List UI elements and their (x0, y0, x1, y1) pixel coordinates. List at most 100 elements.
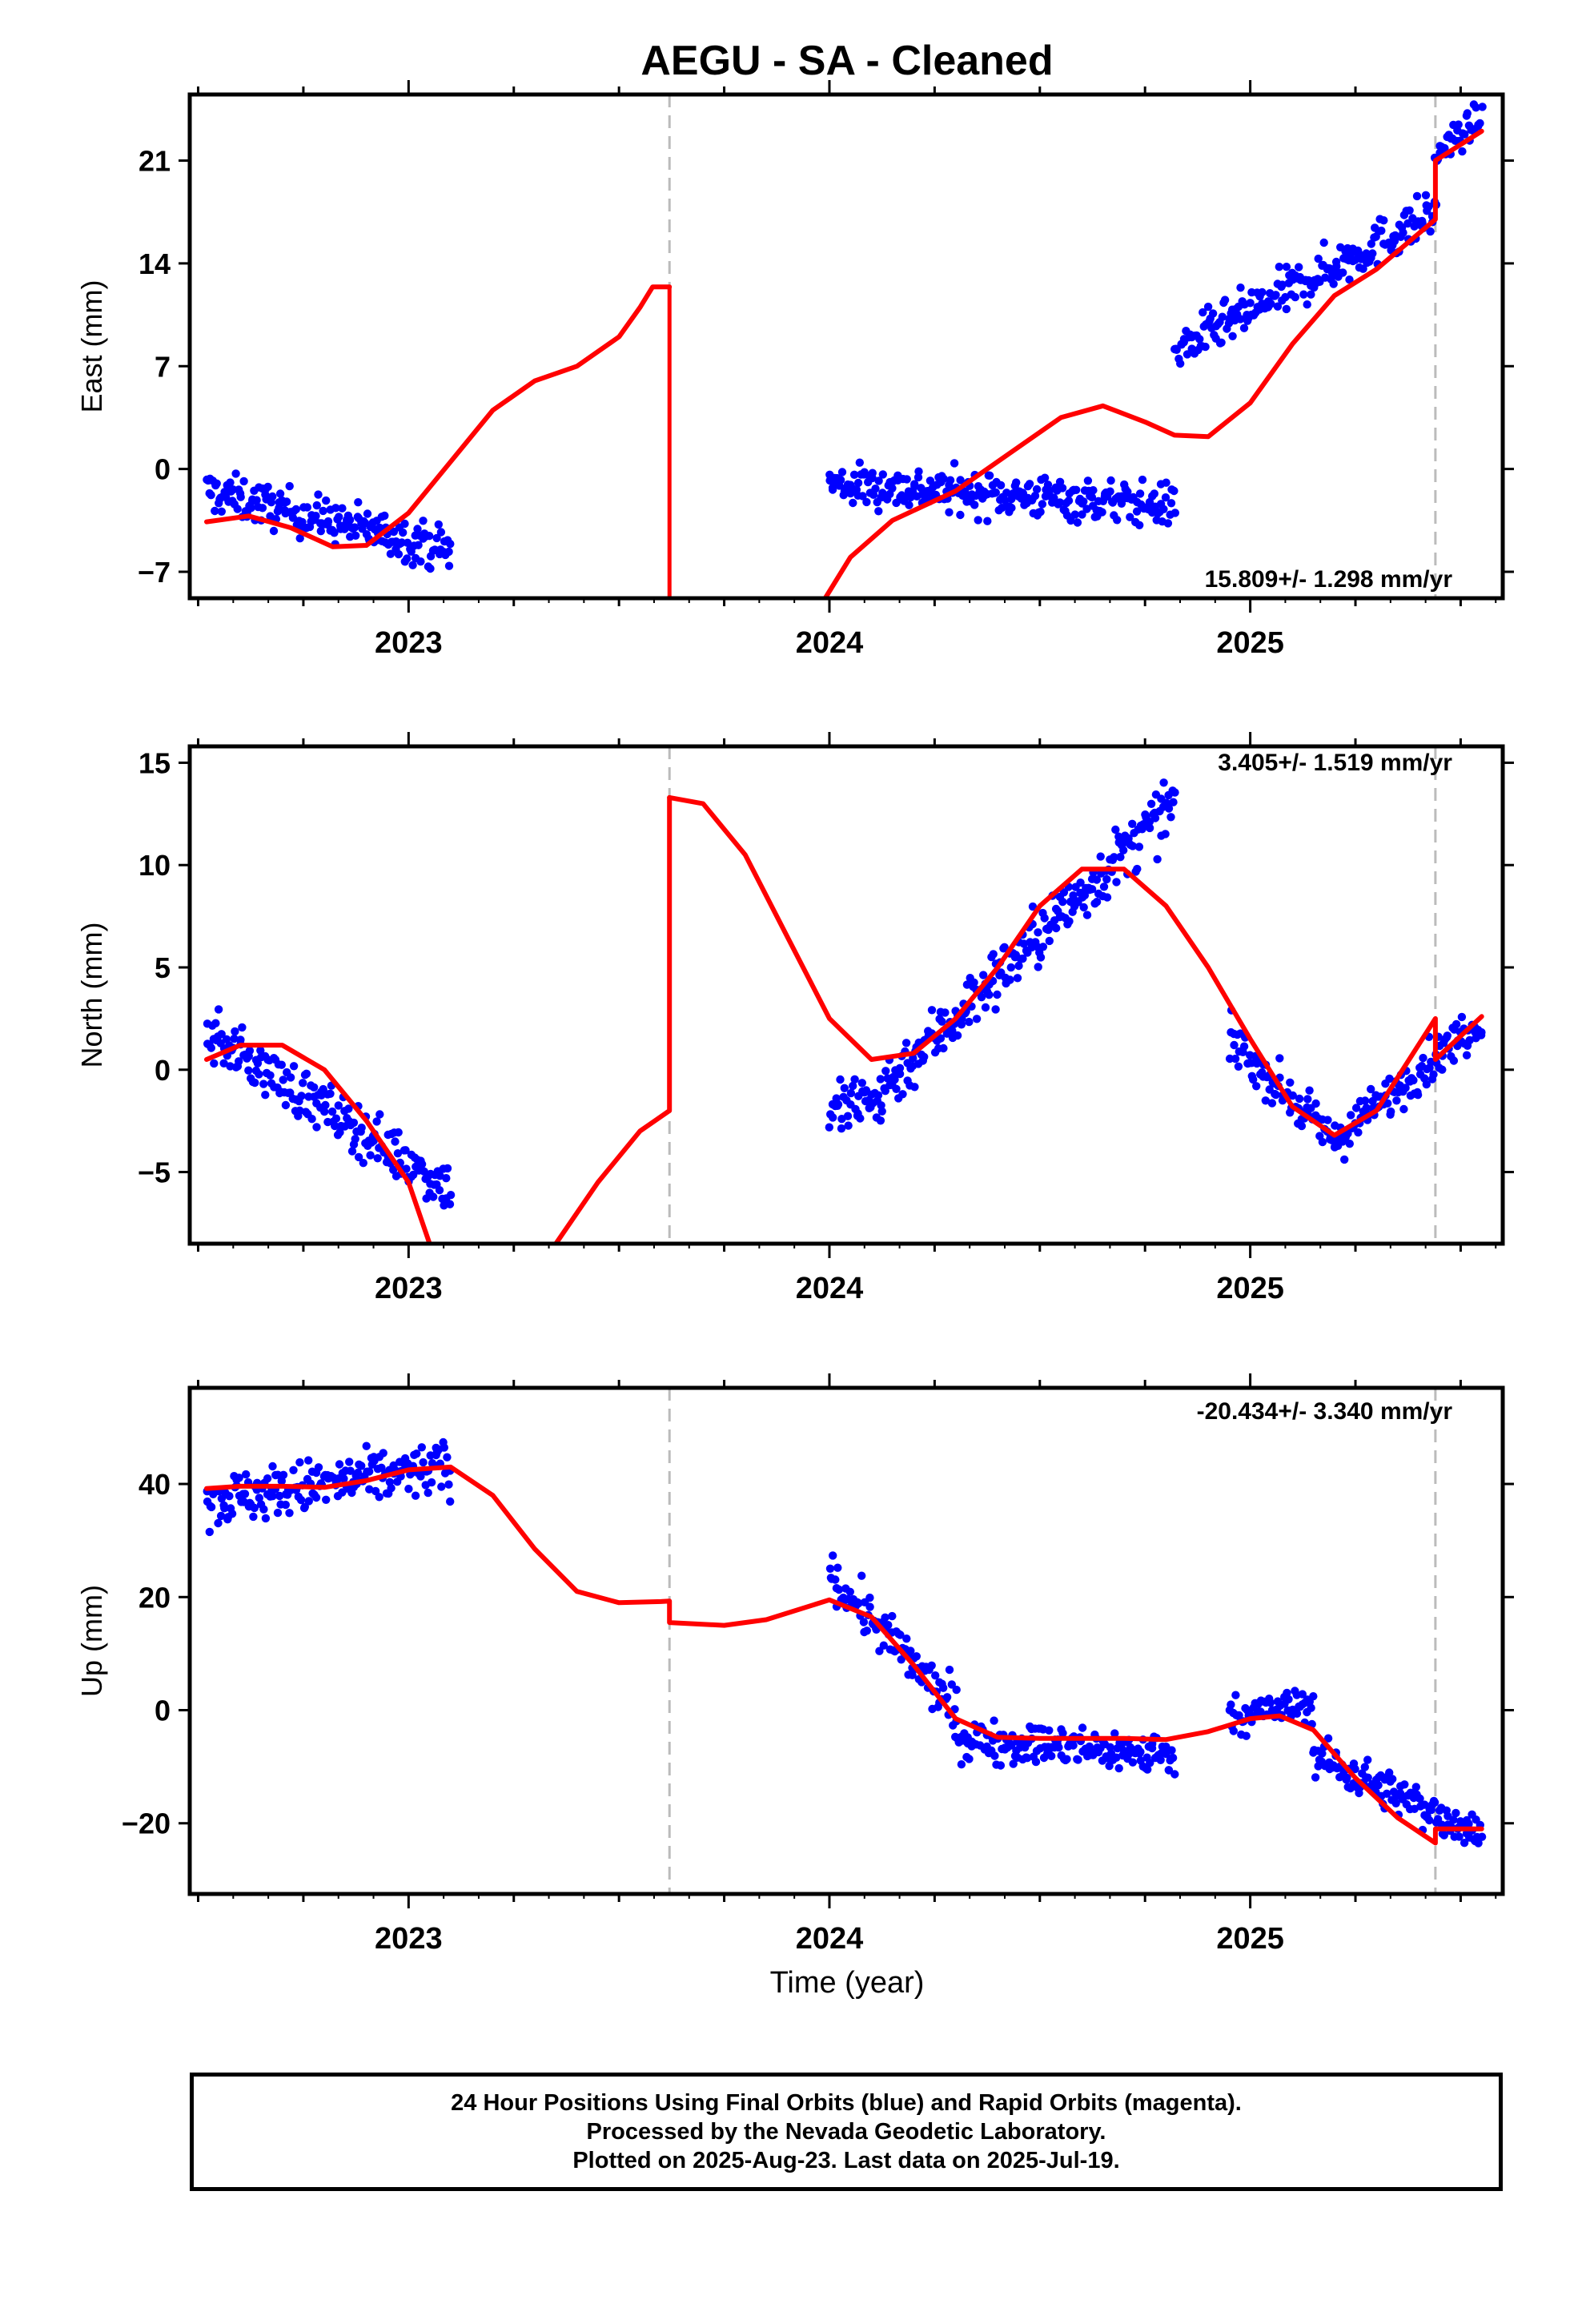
data-point (277, 1060, 286, 1069)
data-point (834, 1585, 844, 1594)
data-point (314, 490, 323, 499)
data-point (1128, 842, 1138, 850)
data-point (334, 1101, 343, 1110)
data-point (1383, 1099, 1392, 1108)
data-point (351, 531, 360, 540)
model-curve-north (204, 794, 1484, 1244)
data-point (211, 1019, 220, 1027)
data-point (1220, 296, 1230, 304)
data-point (927, 1661, 936, 1670)
data-point (1018, 489, 1027, 497)
data-point (238, 1023, 247, 1032)
data-point (1463, 109, 1472, 118)
data-point (1064, 497, 1074, 505)
data-point (1458, 147, 1467, 156)
data-point (372, 1117, 381, 1126)
data-point (836, 476, 845, 485)
data-point (1425, 1815, 1434, 1825)
y-tick-label: 21 (139, 145, 171, 178)
data-point (1242, 1731, 1251, 1740)
data-point (210, 1059, 219, 1068)
data-point (330, 529, 339, 537)
data-point (432, 533, 441, 543)
data-point (214, 1518, 223, 1528)
data-point (1299, 290, 1308, 299)
rate-label: -20.434+/- 3.340 mm/yr (1197, 1398, 1453, 1425)
data-point (1318, 1137, 1327, 1147)
data-point (1426, 227, 1435, 236)
data-point (996, 1761, 1006, 1770)
data-point (316, 527, 325, 536)
data-point (884, 1621, 893, 1630)
data-point (1439, 1831, 1449, 1839)
data-point (427, 1478, 436, 1487)
x-tick-label: 2024 (796, 1272, 864, 1305)
data-point (1252, 1082, 1261, 1091)
data-point (289, 1062, 299, 1071)
data-point (985, 471, 994, 480)
data-point (1363, 1773, 1372, 1782)
data-point (1429, 1070, 1438, 1079)
data-point (1457, 1012, 1467, 1022)
data-point (1288, 1091, 1298, 1100)
data-point (1146, 799, 1156, 808)
data-point (1231, 1691, 1240, 1699)
data-point (1208, 309, 1218, 318)
data-point (258, 504, 267, 513)
model-curve-east (204, 128, 1484, 598)
data-point (1072, 485, 1081, 494)
data-point (297, 1092, 306, 1100)
data-point (1055, 498, 1065, 507)
data-point (1314, 254, 1323, 263)
data-point (429, 1192, 438, 1201)
data-point (1038, 943, 1048, 951)
data-point (205, 1527, 214, 1537)
data-point (417, 1160, 427, 1169)
data-point (1307, 1703, 1315, 1712)
data-point (319, 506, 327, 516)
data-point (1282, 263, 1291, 271)
x-tick-label: 2025 (1216, 626, 1284, 660)
data-point (300, 1502, 309, 1512)
data-point (1182, 350, 1192, 359)
data-point (1128, 819, 1137, 828)
data-point (895, 1063, 905, 1073)
x-tick-label: 2023 (375, 1922, 443, 1956)
data-point (419, 517, 428, 525)
y-tick-label: 0 (155, 1695, 171, 1727)
data-point (1102, 893, 1112, 902)
data-point (426, 564, 435, 573)
y-axis-label: North (mm) (75, 923, 108, 1068)
data-point (1195, 335, 1204, 344)
data-point (874, 507, 883, 516)
data-point (288, 513, 298, 522)
data-point (1303, 1095, 1312, 1104)
data-point (939, 1683, 948, 1692)
data-point (931, 1671, 940, 1680)
y-tick-label: −7 (138, 556, 171, 589)
data-point (295, 534, 304, 543)
data-point (263, 482, 272, 492)
data-point (1360, 1096, 1370, 1105)
data-point (235, 1057, 243, 1066)
data-point (1087, 885, 1097, 894)
data-point (854, 1598, 863, 1608)
data-point (236, 493, 245, 501)
data-point (1126, 513, 1134, 521)
data-point (1159, 505, 1168, 513)
data-point (829, 1551, 837, 1560)
data-point (436, 1172, 444, 1180)
data-point (1078, 510, 1086, 519)
data-point (1128, 1758, 1138, 1767)
data-point (252, 496, 261, 505)
data-point (1167, 1746, 1176, 1755)
data-point (1421, 191, 1431, 199)
data-point (857, 1079, 867, 1088)
data-point (251, 1078, 259, 1088)
data-point (303, 503, 311, 512)
data-point (1303, 300, 1311, 309)
data-point (1134, 842, 1144, 851)
data-point (240, 1490, 250, 1498)
data-point (1007, 504, 1016, 513)
